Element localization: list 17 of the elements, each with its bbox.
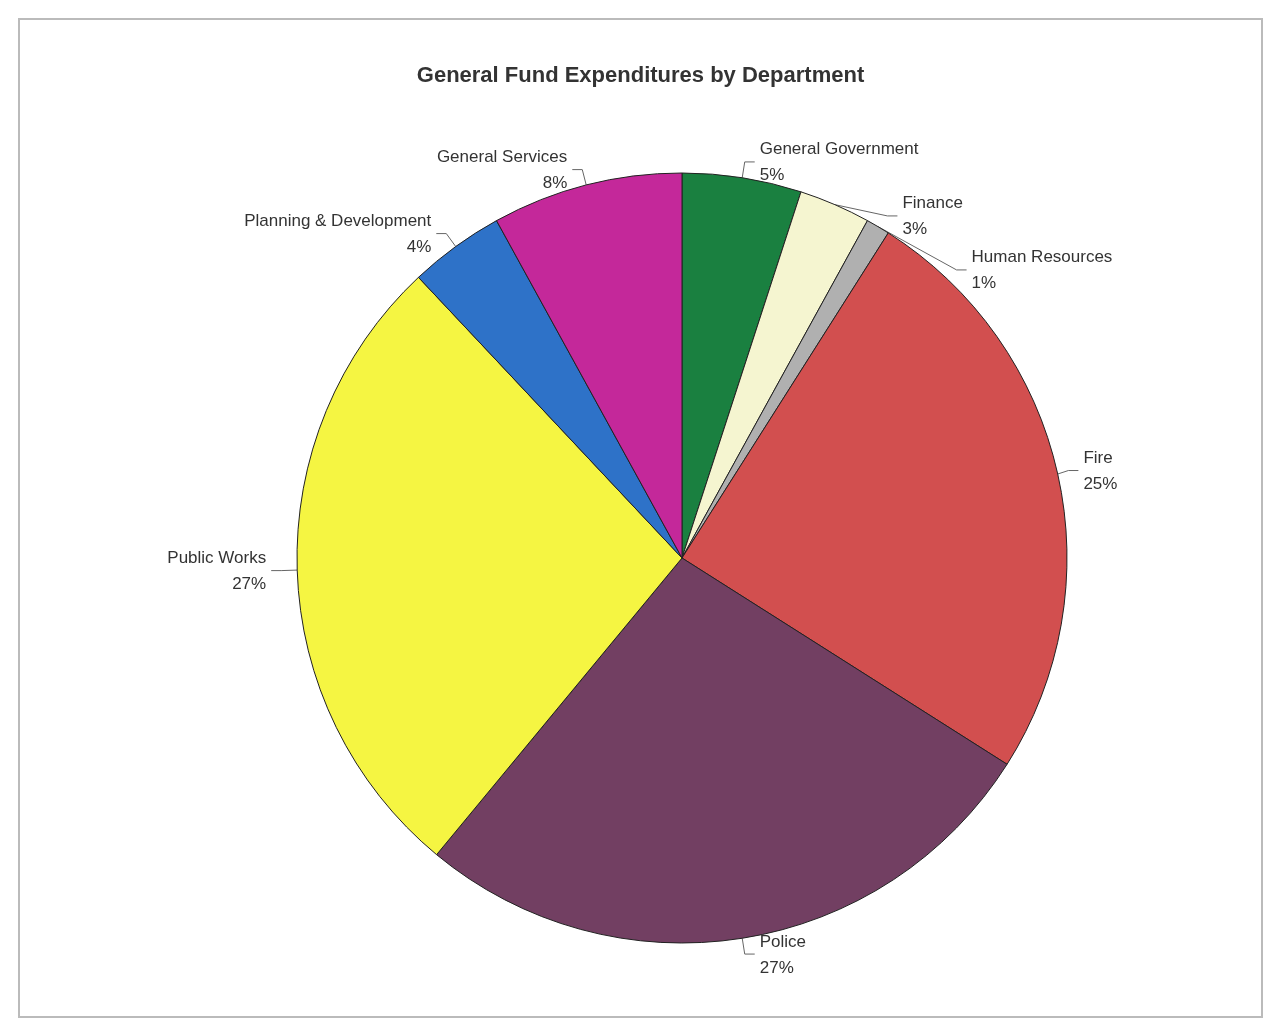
data-label: 1% [971, 273, 997, 293]
data-label: 5% [759, 165, 785, 185]
slice-label: Human Resources [971, 247, 1113, 267]
data-label: 27% [759, 957, 794, 977]
data-label: 27% [232, 574, 267, 594]
slice-label: Police [759, 931, 807, 951]
slice-label: General Government [759, 139, 919, 159]
data-label: 25% [1083, 474, 1118, 494]
chart-title: General Fund Expenditures by Department [416, 61, 865, 87]
slice-label: Public Works [167, 548, 267, 568]
data-label: 8% [542, 173, 568, 193]
data-label: 4% [406, 237, 432, 257]
data-label: 3% [902, 219, 928, 239]
slice-label: Fire [1083, 448, 1113, 468]
slice-label: General Services [436, 147, 568, 167]
slice-label: Finance [902, 193, 963, 213]
slice-label: Planning & Development [244, 211, 432, 231]
